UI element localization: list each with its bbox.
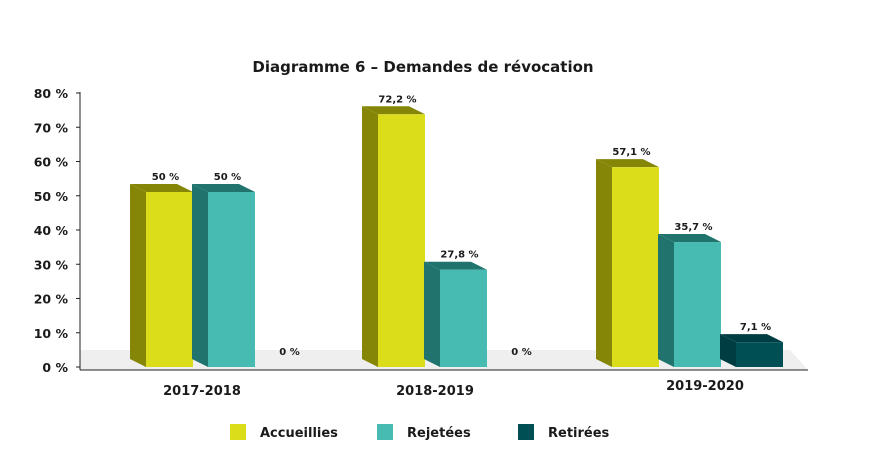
- data-label: 57,1 %: [612, 147, 650, 158]
- bar-front: [208, 192, 255, 367]
- bar-accueillies-2017-2018: [130, 184, 193, 367]
- bar-top: [130, 184, 193, 192]
- legend-item: Rejetées: [377, 424, 471, 441]
- bar-accueillies-2019-2020: [596, 159, 659, 367]
- bar-top: [424, 261, 487, 270]
- bar-top: [596, 159, 659, 168]
- legend-label: Retirées: [548, 426, 610, 441]
- bar-side: [362, 106, 378, 368]
- bar-side: [130, 184, 146, 367]
- y-tick-label: 60 %: [34, 155, 69, 170]
- y-tick-label: 40 %: [34, 223, 69, 238]
- bar-front: [736, 342, 783, 367]
- bar-rejetées-2018-2019: [424, 261, 487, 367]
- bar-front: [612, 167, 659, 367]
- bar-side: [658, 234, 674, 367]
- bar-top: [362, 106, 425, 115]
- bar-side: [424, 261, 440, 367]
- bar-rejetées-2017-2018: [192, 184, 255, 367]
- y-tick-label: 20 %: [34, 292, 69, 307]
- bar-top: [720, 334, 783, 343]
- bar-front: [378, 114, 425, 367]
- bar-front: [440, 269, 487, 367]
- bar-front: [146, 192, 193, 367]
- bar-side: [192, 184, 208, 367]
- bar-accueillies-2018-2019: [362, 106, 425, 368]
- chart-title: Diagramme 6 – Demandes de révocation: [252, 58, 593, 76]
- data-label: 0 %: [511, 347, 531, 358]
- x-tick-label: 2017-2018: [163, 384, 241, 399]
- bar-front: [674, 242, 721, 367]
- bar-retirées-2019-2020: [720, 334, 783, 367]
- legend-item: Retirées: [518, 424, 610, 441]
- data-label: 72,2 %: [378, 94, 416, 105]
- x-tick-label: 2019-2020: [666, 379, 744, 394]
- bar-side: [720, 334, 736, 367]
- y-tick-label: 50 %: [34, 189, 69, 204]
- bar-top: [192, 184, 255, 192]
- data-label: 50 %: [152, 172, 179, 183]
- data-label: 27,8 %: [440, 250, 478, 261]
- y-tick-label: 80 %: [34, 86, 69, 101]
- bar-side: [596, 159, 612, 367]
- legend-swatch: [230, 424, 246, 440]
- y-tick-label: 30 %: [34, 257, 69, 272]
- legend-label: Rejetées: [407, 426, 471, 441]
- bar-top: [658, 234, 721, 243]
- bar-rejetées-2019-2020: [658, 234, 721, 367]
- data-label: 7,1 %: [740, 322, 771, 333]
- y-tick-label: 0 %: [42, 360, 68, 375]
- data-label: 0 %: [279, 347, 299, 358]
- legend-swatch: [518, 424, 534, 440]
- y-tick-label: 10 %: [34, 326, 69, 341]
- legend-swatch: [377, 424, 393, 440]
- y-tick-label: 70 %: [34, 120, 69, 135]
- legend-label: Accueillies: [260, 426, 338, 441]
- x-tick-label: 2018-2019: [396, 384, 474, 399]
- data-label: 50 %: [214, 172, 241, 183]
- data-label: 35,7 %: [674, 222, 712, 233]
- legend-item: Accueillies: [230, 424, 338, 441]
